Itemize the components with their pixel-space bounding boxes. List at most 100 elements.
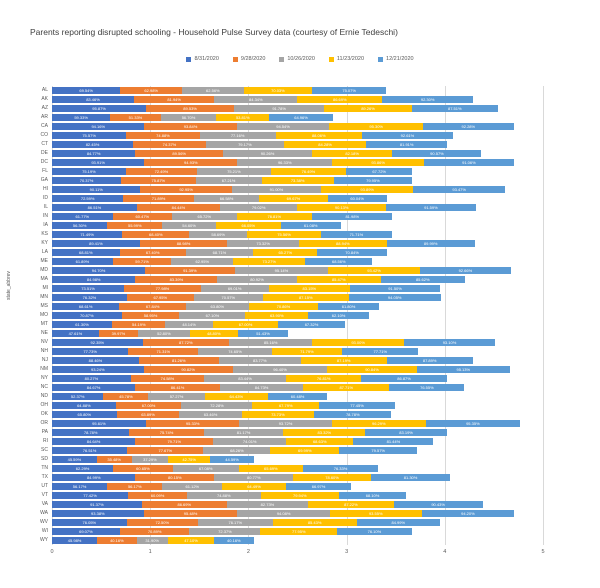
- category-label-OR: OR: [40, 420, 49, 426]
- bar-segment-NY-12-21-2020: 86.87%: [361, 375, 447, 382]
- bar-segment-SD-9-28-2020: 35.48%: [96, 456, 132, 463]
- bar-segment-DE-8-31-2020: 84.77%: [52, 150, 136, 157]
- category-label-HI: HI: [43, 186, 48, 192]
- bar-row-AR: 59.33% 51.33% 56.70% 53.81% 64.96%: [52, 114, 543, 121]
- bar-segment-PA-10-26-2020: 81.17%: [203, 429, 284, 436]
- bar-value-label: 91.06%: [462, 159, 476, 165]
- bar-value-label: 61.08%: [303, 222, 318, 228]
- bar-value-label: 93.42%: [367, 267, 381, 273]
- bar-segment-MT-8-31-2020: 61.30%: [52, 321, 113, 328]
- bar-segment-MN-11-23-2020: 87.15%: [262, 294, 349, 301]
- bar-value-label: 77.98%: [155, 285, 170, 291]
- bar-row-KS: 71.49% 68.40% 58.69% 75.56% 71.71%: [52, 231, 543, 238]
- bar-value-label: 89.99%: [423, 240, 438, 246]
- bar-segment-NY-10-26-2020: 83.44%: [204, 375, 286, 382]
- chart-legend: 8/31/2020 9/28/2020 10/26/2020 11/23/2020 12…: [0, 56, 600, 62]
- bar-value-label: 82.73%: [260, 501, 275, 507]
- bar-value-label: 75.57%: [82, 132, 96, 138]
- bar-segment-VA-9-28-2020: 86.69%: [141, 501, 227, 508]
- bar-segment-NH-11-23-2020: 71.79%: [271, 348, 343, 355]
- bar-segment-SD-8-31-2020: 45.59%: [52, 456, 97, 463]
- bar-value-label: 87.22%: [344, 501, 358, 507]
- bar-value-label: 73.51%: [81, 285, 95, 291]
- bar-value-label: 95.13%: [456, 366, 471, 372]
- category-label-MO: MO: [39, 312, 48, 318]
- bar-segment-CA-11-23-2020: 95.30%: [329, 123, 423, 130]
- bar-row-DE: 84.77% 89.56% 90.26% 82.18% 90.57%: [52, 150, 543, 157]
- bar-segment-AZ-10-26-2020: 91.78%: [234, 105, 325, 112]
- bar-row-IL: 86.51% 84.44% 79.02% 90.13% 91.59%: [52, 204, 543, 211]
- bar-value-label: 61.77%: [75, 213, 90, 219]
- bar-row-WA: 93.38% 95.48% 94.08% 93.55% 94.20%: [52, 510, 543, 517]
- x-tick-label-2: 2: [246, 549, 250, 555]
- bar-value-label: 67.21%: [221, 177, 236, 183]
- bar-segment-UT-8-31-2020: 56.17%: [52, 483, 108, 490]
- bar-segment-ID-10-26-2020: 66.58%: [193, 195, 260, 202]
- bar-segment-WA-11-23-2020: 93.55%: [329, 510, 422, 517]
- bar-row-ND: 52.37% 45.78% 57.27% 64.43% 60.48%: [52, 393, 543, 400]
- category-label-VA: VA: [41, 501, 48, 507]
- category-label-MA: MA: [40, 276, 49, 282]
- bar-value-label: 59.33%: [74, 114, 88, 120]
- bar-segment-MT-9-28-2020: 54.19%: [112, 321, 166, 328]
- bar-value-label: 81.30%: [403, 474, 418, 480]
- bar-segment-GA-10-26-2020: 67.21%: [195, 177, 262, 184]
- bar-segment-HI-9-28-2020: 92.95%: [140, 186, 232, 193]
- bar-value-label: 62.98%: [144, 87, 158, 93]
- bar-value-label: 87.89%: [422, 357, 437, 363]
- bar-segment-NC-10-26-2020: 84.73%: [219, 384, 304, 391]
- bar-segment-PA-12-21-2020: 83.19%: [365, 429, 447, 436]
- bar-value-label: 82.18%: [345, 150, 359, 156]
- bar-segment-ND-11-23-2020: 64.43%: [204, 393, 268, 400]
- bar-value-label: 70.03%: [271, 87, 285, 93]
- bar-segment-MT-12-21-2020: 67.32%: [278, 321, 345, 328]
- bar-segment-OK-10-26-2020: 63.46%: [179, 411, 242, 418]
- x-tick-label-0: 0: [50, 549, 54, 555]
- category-label-OK: OK: [40, 411, 48, 417]
- bar-segment-AK-9-28-2020: 81.94%: [133, 96, 215, 103]
- bar-value-label: 66.58%: [219, 195, 234, 201]
- bar-segment-IA-12-21-2020: 61.08%: [280, 222, 341, 229]
- bar-segment-IN-8-31-2020: 61.77%: [52, 213, 113, 220]
- bar-segment-MD-10-26-2020: 95.14%: [234, 267, 329, 274]
- bar-value-label: 90.43%: [431, 501, 445, 507]
- bar-value-label: 77.42%: [83, 492, 97, 498]
- category-label-NY: NY: [41, 375, 48, 381]
- legend-item-8-31-2020: 8/31/2020: [186, 56, 219, 62]
- bar-segment-KS-9-28-2020: 68.40%: [122, 231, 190, 238]
- bar-value-label: 84.73%: [254, 384, 269, 390]
- bar-value-label: 55.99%: [127, 222, 142, 228]
- bar-segment-CA-10-26-2020: 94.54%: [236, 123, 330, 130]
- bar-value-label: 76.81%: [316, 375, 331, 381]
- bar-value-label: 67.00%: [238, 321, 253, 327]
- category-label-WV: WV: [39, 519, 48, 525]
- bar-segment-NV-8-31-2020: 92.35%: [52, 339, 143, 346]
- bar-value-label: 87.15%: [298, 294, 313, 300]
- bar-segment-AL-12-21-2020: 75.07%: [312, 87, 387, 94]
- bar-value-label: 80.92%: [250, 276, 264, 282]
- bar-value-label: 75.74%: [159, 429, 174, 435]
- bar-segment-DE-12-21-2020: 90.57%: [392, 150, 482, 157]
- bar-value-label: 67.84%: [145, 303, 160, 309]
- bar-segment-OR-11-23-2020: 96.29%: [331, 420, 427, 427]
- bar-segment-AR-10-26-2020: 56.70%: [160, 114, 217, 121]
- bar-segment-CT-12-21-2020: 81.91%: [366, 141, 447, 148]
- bar-segment-MD-12-21-2020: 92.66%: [419, 267, 511, 274]
- bar-value-label: 56.70%: [181, 114, 196, 120]
- bar-segment-AZ-8-31-2020: 95.87%: [52, 105, 147, 112]
- category-label-ME: ME: [40, 258, 49, 264]
- bar-segment-IN-12-21-2020: 81.98%: [311, 213, 393, 220]
- bar-value-label: 44.59%: [225, 456, 239, 462]
- bar-segment-IL-12-21-2020: 91.59%: [385, 204, 476, 211]
- legend-label: 9/28/2020: [240, 56, 266, 62]
- bar-value-label: 48.14%: [182, 321, 196, 327]
- bar-segment-ND-12-21-2020: 60.48%: [267, 393, 328, 400]
- bar-row-OH: 64.88% 67.00% 72.28% 67.79% 77.45%: [52, 402, 543, 409]
- bar-value-label: 81.98%: [345, 213, 360, 219]
- bar-segment-MA-12-21-2020: 85.62%: [380, 276, 465, 283]
- bar-value-label: 85.62%: [415, 276, 430, 282]
- bar-value-label: 93.38%: [91, 510, 105, 516]
- bar-row-IA: 56.30% 55.99% 54.60% 66.05% 61.08%: [52, 222, 543, 229]
- bar-segment-MT-11-23-2020: 67.00%: [212, 321, 279, 328]
- bar-segment-AR-11-23-2020: 53.81%: [216, 114, 270, 121]
